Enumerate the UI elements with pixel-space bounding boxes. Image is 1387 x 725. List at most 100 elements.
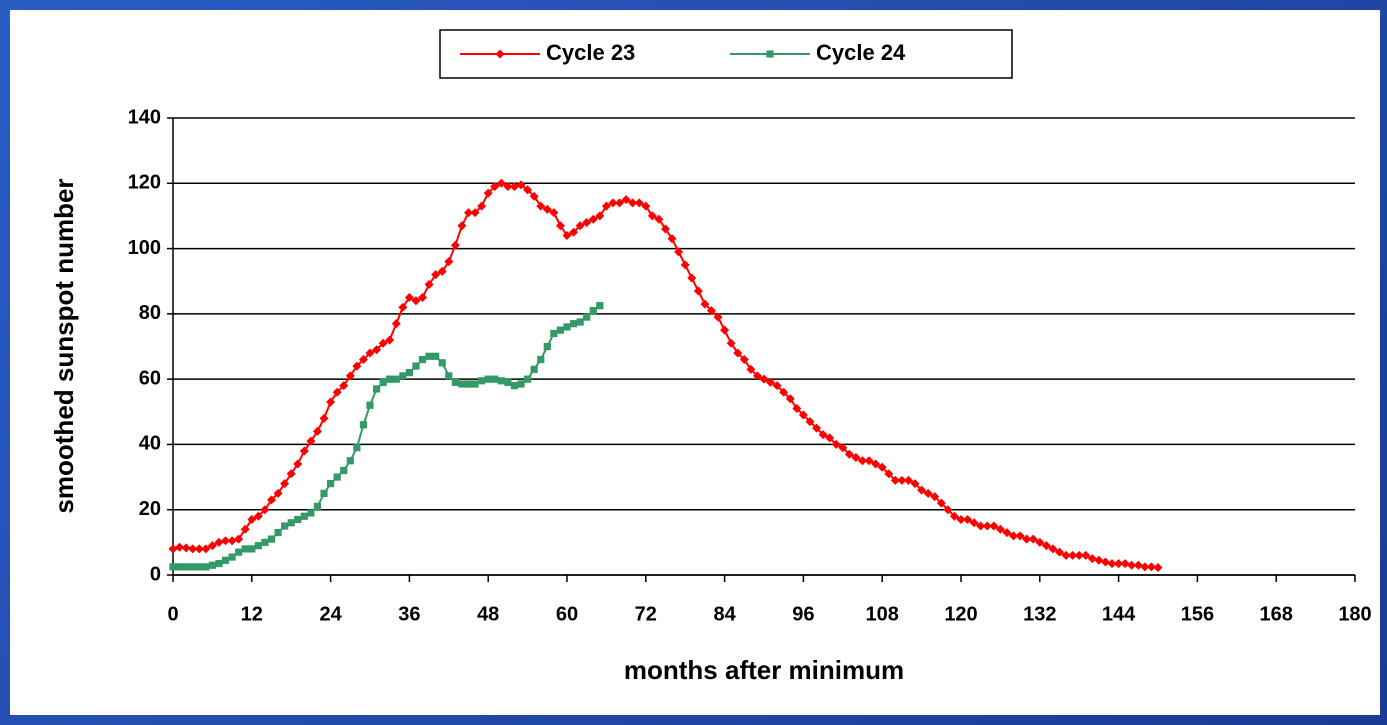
marker: [943, 505, 953, 515]
marker: [437, 266, 447, 276]
marker: [194, 544, 204, 554]
marker: [509, 182, 519, 192]
marker: [248, 545, 256, 553]
marker: [491, 375, 499, 383]
marker: [680, 260, 690, 270]
marker: [189, 563, 197, 571]
marker: [1074, 550, 1084, 560]
x-tick-label: 36: [398, 603, 420, 625]
marker: [444, 257, 454, 267]
marker: [457, 221, 467, 231]
marker: [1022, 534, 1032, 544]
marker: [458, 380, 466, 388]
marker: [207, 541, 217, 551]
marker: [583, 313, 591, 321]
marker: [890, 475, 900, 485]
marker: [601, 201, 611, 211]
marker: [464, 208, 473, 218]
marker: [772, 381, 782, 391]
marker: [569, 227, 579, 237]
marker: [175, 542, 185, 552]
marker: [897, 475, 907, 485]
marker: [496, 178, 506, 188]
x-tick-label: 48: [477, 603, 499, 625]
marker: [923, 488, 933, 498]
marker: [674, 247, 684, 257]
marker: [483, 188, 493, 198]
marker: [201, 544, 211, 554]
marker: [300, 512, 308, 520]
x-tick-label: 168: [1260, 603, 1293, 625]
marker: [543, 342, 551, 351]
marker: [995, 524, 1005, 534]
marker: [345, 371, 355, 381]
marker: [982, 521, 992, 531]
x-tick-label: 180: [1338, 603, 1371, 625]
marker: [470, 208, 480, 218]
marker: [504, 378, 512, 387]
marker: [267, 495, 276, 505]
marker: [450, 240, 460, 250]
marker: [588, 214, 598, 224]
marker: [221, 556, 230, 564]
marker: [759, 374, 769, 384]
marker: [576, 318, 584, 326]
marker: [798, 410, 808, 420]
marker: [556, 326, 565, 334]
marker: [949, 511, 959, 521]
marker: [628, 198, 638, 208]
marker: [529, 191, 539, 201]
marker: [956, 515, 966, 525]
y-tick-label: 100: [128, 237, 161, 259]
marker: [687, 273, 697, 283]
marker: [405, 369, 413, 377]
marker: [438, 359, 446, 367]
marker: [766, 50, 774, 58]
marker: [182, 563, 190, 571]
marker: [202, 563, 210, 571]
marker: [549, 208, 559, 218]
marker: [294, 515, 302, 524]
marker: [812, 423, 822, 433]
marker: [792, 404, 802, 414]
marker: [884, 469, 894, 479]
marker: [312, 426, 322, 436]
x-tick-label: 60: [556, 603, 578, 625]
marker: [825, 433, 835, 443]
marker: [1127, 560, 1137, 570]
marker: [359, 421, 368, 429]
marker: [378, 338, 388, 348]
marker: [976, 521, 986, 531]
marker: [720, 325, 730, 335]
marker: [706, 306, 716, 316]
x-tick-label: 120: [944, 603, 977, 625]
marker: [478, 377, 486, 385]
marker: [399, 372, 407, 380]
marker: [320, 489, 328, 497]
marker: [274, 528, 282, 537]
marker: [1009, 531, 1019, 541]
marker: [412, 362, 420, 370]
marker: [254, 542, 262, 550]
marker: [523, 185, 533, 195]
legend-label: Cycle 24: [816, 40, 906, 65]
marker: [969, 518, 979, 528]
marker: [404, 293, 414, 303]
marker: [785, 394, 795, 404]
marker: [214, 537, 224, 547]
x-tick-label: 0: [167, 603, 178, 625]
marker: [1114, 559, 1124, 569]
x-tick-label: 108: [866, 603, 899, 625]
marker: [365, 348, 375, 358]
marker: [358, 355, 368, 365]
marker: [1146, 562, 1156, 572]
marker: [700, 299, 710, 309]
marker: [864, 456, 874, 466]
marker: [1133, 560, 1143, 570]
marker: [432, 352, 440, 360]
marker: [181, 543, 191, 553]
marker: [871, 459, 881, 469]
marker: [779, 387, 789, 397]
marker: [391, 319, 401, 329]
